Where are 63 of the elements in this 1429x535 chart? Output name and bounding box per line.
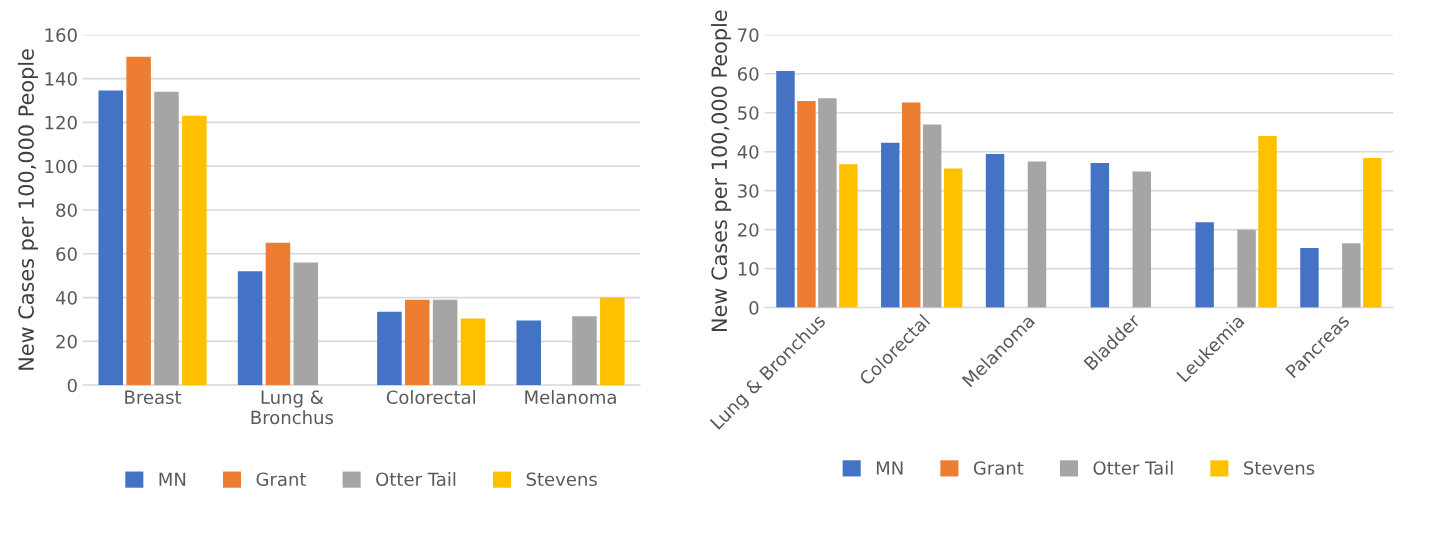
y-tick-label: 120 bbox=[45, 115, 77, 130]
bar bbox=[293, 262, 319, 386]
legend-label: Otter Tail bbox=[376, 472, 456, 487]
bar bbox=[265, 242, 291, 386]
bar bbox=[881, 142, 900, 308]
y-tick-label: 20 bbox=[738, 223, 759, 237]
bar bbox=[1300, 247, 1319, 308]
x-tick-label: Breast bbox=[125, 390, 182, 405]
bar bbox=[405, 299, 430, 386]
legend-label: MN bbox=[159, 472, 186, 486]
y-tick-label: 60 bbox=[737, 67, 759, 81]
legend-label: Stevens bbox=[526, 472, 597, 487]
bar bbox=[1027, 161, 1047, 308]
bar bbox=[985, 154, 1005, 308]
legend-label: Stevens bbox=[1244, 461, 1315, 475]
y-tick-label: 0 bbox=[749, 301, 759, 315]
bar bbox=[516, 320, 541, 386]
y-tick-label: 40 bbox=[737, 145, 759, 159]
bar bbox=[1342, 243, 1361, 308]
bar bbox=[1237, 229, 1256, 308]
bar bbox=[1132, 171, 1151, 308]
bar bbox=[776, 71, 795, 308]
y-tick-label: 160 bbox=[45, 28, 77, 42]
y-tick-label: 50 bbox=[738, 106, 759, 120]
y-tick-label: 40 bbox=[55, 291, 77, 305]
bar bbox=[818, 98, 837, 308]
legend-label: Grant bbox=[256, 472, 307, 487]
bar bbox=[922, 124, 942, 308]
y-axis-title: New Cases per 100,000 People bbox=[17, 49, 38, 370]
bar bbox=[154, 91, 179, 386]
y-tick-label: 0 bbox=[67, 378, 77, 393]
x-tick-label: Melanoma bbox=[525, 390, 616, 405]
bar bbox=[797, 101, 816, 308]
bar bbox=[572, 316, 597, 386]
y-tick-label: 100 bbox=[45, 159, 77, 174]
legend-label: Grant bbox=[973, 461, 1024, 475]
bar bbox=[237, 271, 263, 386]
y-tick-label: 140 bbox=[45, 72, 77, 86]
bar bbox=[98, 90, 124, 386]
y-tick-label: 20 bbox=[56, 334, 77, 349]
y-axis-title: New Cases per 100,000 People bbox=[710, 10, 732, 332]
bar bbox=[902, 102, 921, 308]
bar bbox=[1258, 136, 1277, 308]
bar bbox=[1195, 222, 1214, 308]
bar bbox=[943, 168, 963, 308]
bar bbox=[600, 297, 625, 386]
bar bbox=[182, 115, 207, 386]
y-tick-label: 10 bbox=[738, 262, 759, 276]
bar bbox=[432, 299, 458, 386]
bar bbox=[377, 311, 402, 386]
y-tick-label: 60 bbox=[56, 247, 77, 261]
bar bbox=[1363, 157, 1382, 308]
x-tick-label: Colorectal bbox=[386, 390, 475, 405]
y-tick-label: 30 bbox=[738, 184, 759, 198]
bar bbox=[460, 318, 486, 386]
legend-label: MN bbox=[876, 461, 903, 475]
x-tick-label: Lung & Bronchus bbox=[251, 390, 334, 425]
legend-label: Otter Tail bbox=[1093, 460, 1173, 475]
y-tick-label: 70 bbox=[738, 28, 759, 42]
y-tick-label: 80 bbox=[56, 203, 77, 218]
bar bbox=[126, 56, 151, 386]
bar bbox=[1090, 163, 1110, 308]
bar bbox=[839, 164, 858, 308]
